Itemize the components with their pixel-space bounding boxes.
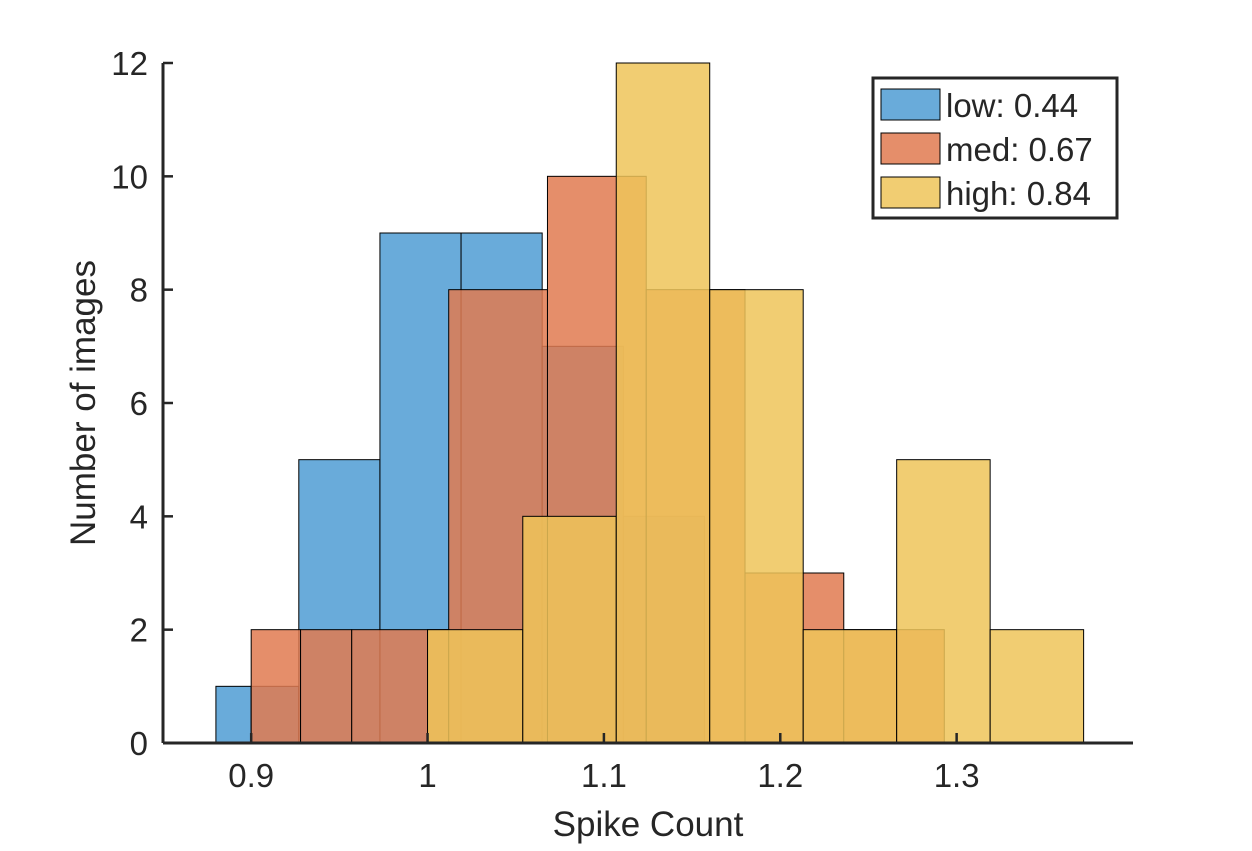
x-axis-label: Spike Count <box>553 805 744 844</box>
legend-swatch-low <box>880 88 941 121</box>
bars-layer <box>215 62 1085 744</box>
bar-high-4 <box>802 629 898 744</box>
x-tick-label: 1.1 <box>581 757 627 794</box>
bar-high-6 <box>989 629 1085 744</box>
y-tick-label: 4 <box>130 498 148 535</box>
y-tick-label: 6 <box>130 385 148 422</box>
legend: low: 0.44 med: 0.67 high: 0.84 <box>871 76 1119 220</box>
y-tick-label: 10 <box>111 158 148 195</box>
legend-label-med: med: 0.67 <box>946 131 1093 168</box>
bar-med-2 <box>351 629 429 744</box>
legend-label-low: low: 0.44 <box>946 87 1078 124</box>
legend-label-high: high: 0.84 <box>946 175 1091 212</box>
x-tick-label: 0.9 <box>228 757 274 794</box>
bar-low-0 <box>215 685 252 744</box>
bar-high-2 <box>615 62 711 744</box>
bar-med-0 <box>250 629 302 744</box>
y-tick-label: 2 <box>130 612 148 649</box>
legend-swatch-med <box>880 132 941 165</box>
series-high <box>427 62 1085 744</box>
y-tick-label: 0 <box>130 725 148 762</box>
legend-swatch-high <box>880 176 941 209</box>
y-tick-label: 8 <box>130 272 148 309</box>
y-axis-label: Number of images <box>64 260 103 546</box>
bar-high-1 <box>522 515 617 744</box>
x-tick-label: 1 <box>418 757 436 794</box>
bar-med-1 <box>300 629 353 744</box>
x-tick-label: 1.2 <box>757 757 803 794</box>
bar-high-3 <box>709 289 804 744</box>
y-tick-label: 12 <box>111 45 148 82</box>
axes-layer: 0 2 4 6 8 10 12 0.9 1 1.1 1.2 1.3 <box>111 45 1133 794</box>
bar-high-0 <box>427 629 524 744</box>
bar-high-5 <box>896 459 991 744</box>
x-tick-label: 1.3 <box>934 757 980 794</box>
